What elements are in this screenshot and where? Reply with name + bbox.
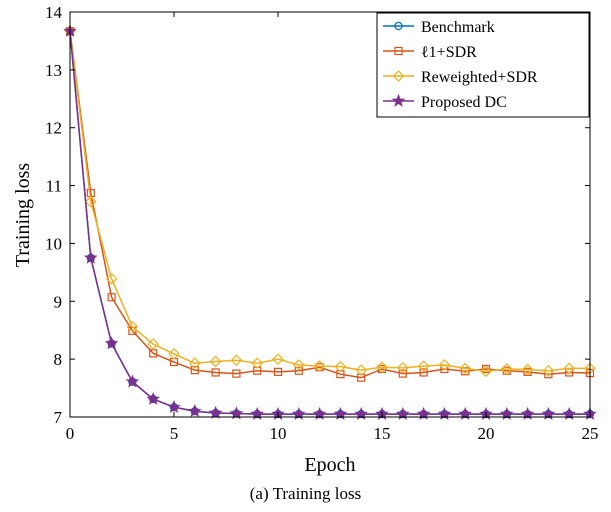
data-point [230, 354, 243, 367]
data-point [187, 403, 202, 418]
data-point [395, 406, 410, 420]
data-point [459, 362, 472, 375]
data-point [232, 369, 241, 378]
data-point [562, 406, 577, 420]
data-point [188, 357, 201, 370]
data-point [499, 406, 514, 420]
data-point [104, 336, 119, 350]
data-point [355, 364, 368, 376]
data-point [251, 357, 264, 370]
legend-item: Proposed DC [383, 93, 507, 111]
y-tick-label: 12 [45, 119, 62, 138]
series-2 [64, 25, 596, 378]
data-point [458, 406, 473, 420]
data-point [500, 363, 513, 375]
legend-marker [394, 21, 403, 31]
x-tick-label: 25 [582, 424, 599, 443]
data-point [354, 406, 369, 420]
plot-frame [69, 11, 591, 418]
legend-marker [392, 70, 405, 82]
data-point [521, 363, 534, 376]
data-point [273, 367, 283, 376]
legend-item: Benchmark [383, 19, 495, 36]
x-tick-label: 5 [170, 424, 179, 443]
data-point [84, 195, 97, 208]
data-point [416, 406, 431, 420]
figure-caption: (a) Training loss [249, 484, 362, 503]
legend-box [376, 12, 590, 118]
x-tick-label: 15 [374, 424, 391, 443]
legend-label: ℓ1+SDR [421, 44, 477, 61]
data-point [125, 374, 140, 388]
data-point [313, 360, 326, 372]
data-point [438, 359, 451, 371]
y-tick-label: 9 [54, 292, 63, 311]
data-point [294, 366, 303, 375]
data-point [167, 399, 181, 414]
y-tick-label: 11 [46, 177, 62, 196]
data-point [250, 406, 265, 420]
y-tick-label: 14 [45, 3, 63, 22]
data-point [376, 361, 388, 374]
y-tick-label: 7 [54, 408, 63, 427]
legend-marker [394, 46, 403, 56]
data-point [168, 348, 180, 360]
legend-item: Reweighted+SDR [383, 69, 538, 86]
data-point [208, 405, 223, 419]
legend-label: Benchmark [421, 19, 495, 36]
data-point [253, 366, 262, 375]
x-tick-label: 0 [66, 424, 75, 443]
data-point [105, 272, 118, 285]
data-point [396, 361, 409, 374]
data-point [312, 406, 327, 420]
x-tick-label: 10 [270, 424, 287, 443]
data-point [107, 293, 116, 302]
data-point [291, 406, 306, 420]
data-point [437, 406, 452, 420]
data-point [336, 370, 345, 379]
data-point [419, 368, 428, 377]
x-axis-label: Epoch [304, 454, 355, 476]
data-point [398, 369, 407, 378]
line-chart: 0 5 10 15 20 25 7 8 9 10 11 12 13 14 Epoch Training l… [12, 3, 599, 476]
y-tick-label: 10 [45, 234, 62, 253]
data-point [211, 368, 220, 377]
x-tick-label: 20 [478, 424, 495, 443]
data-point [520, 406, 535, 420]
data-point [272, 353, 284, 365]
legend: Benchmark ℓ1+SDR Reweighted+SDR Proposed DC [376, 12, 590, 118]
data-point [126, 320, 139, 333]
data-point [480, 365, 492, 378]
data-point [292, 359, 305, 371]
data-point [334, 360, 347, 373]
y-tick-label: 8 [54, 350, 63, 369]
y-tick-label: 13 [45, 61, 62, 80]
data-point [229, 406, 244, 420]
data-point [542, 364, 555, 377]
data-point [190, 366, 199, 375]
data-point [563, 362, 576, 375]
legend-item: ℓ1+SDR [383, 44, 477, 61]
data-point [209, 355, 222, 368]
data-point [541, 406, 556, 420]
legend-label: Reweighted+SDR [421, 69, 538, 86]
data-point [357, 373, 366, 382]
data-point [146, 391, 161, 405]
data-point [83, 250, 98, 264]
y-axis-label: Training loss [12, 163, 34, 268]
data-point [417, 360, 430, 372]
data-point [147, 338, 160, 350]
data-point [333, 406, 348, 420]
legend-label: Proposed DC [421, 94, 507, 111]
legend-marker [391, 93, 406, 107]
